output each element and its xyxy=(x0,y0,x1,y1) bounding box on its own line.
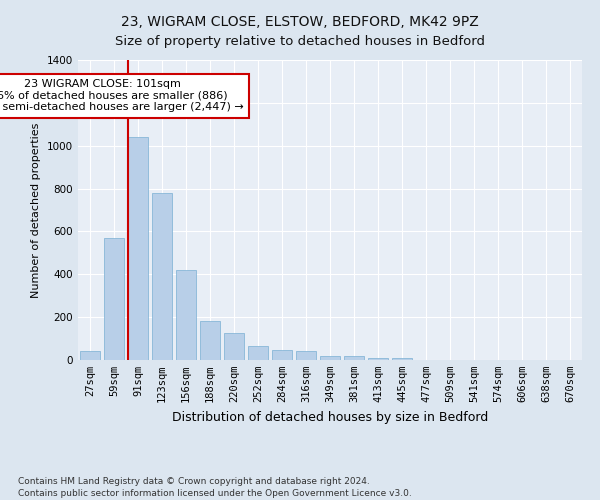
Text: Contains HM Land Registry data © Crown copyright and database right 2024.
Contai: Contains HM Land Registry data © Crown c… xyxy=(18,476,412,498)
Text: 23 WIGRAM CLOSE: 101sqm
← 26% of detached houses are smaller (886)
73% of semi-d: 23 WIGRAM CLOSE: 101sqm ← 26% of detache… xyxy=(0,80,244,112)
Bar xyxy=(344,356,364,360)
Bar xyxy=(272,350,292,360)
Bar xyxy=(392,358,412,360)
Bar xyxy=(104,238,124,360)
Bar xyxy=(368,358,388,360)
Bar xyxy=(320,356,340,360)
Bar xyxy=(80,352,100,360)
Text: Size of property relative to detached houses in Bedford: Size of property relative to detached ho… xyxy=(115,35,485,48)
Bar xyxy=(296,351,316,360)
Text: 23, WIGRAM CLOSE, ELSTOW, BEDFORD, MK42 9PZ: 23, WIGRAM CLOSE, ELSTOW, BEDFORD, MK42 … xyxy=(121,15,479,29)
Bar xyxy=(224,333,244,360)
Bar xyxy=(248,346,268,360)
X-axis label: Distribution of detached houses by size in Bedford: Distribution of detached houses by size … xyxy=(172,410,488,424)
Bar xyxy=(128,137,148,360)
Bar xyxy=(152,193,172,360)
Bar xyxy=(176,270,196,360)
Y-axis label: Number of detached properties: Number of detached properties xyxy=(31,122,41,298)
Bar xyxy=(200,322,220,360)
